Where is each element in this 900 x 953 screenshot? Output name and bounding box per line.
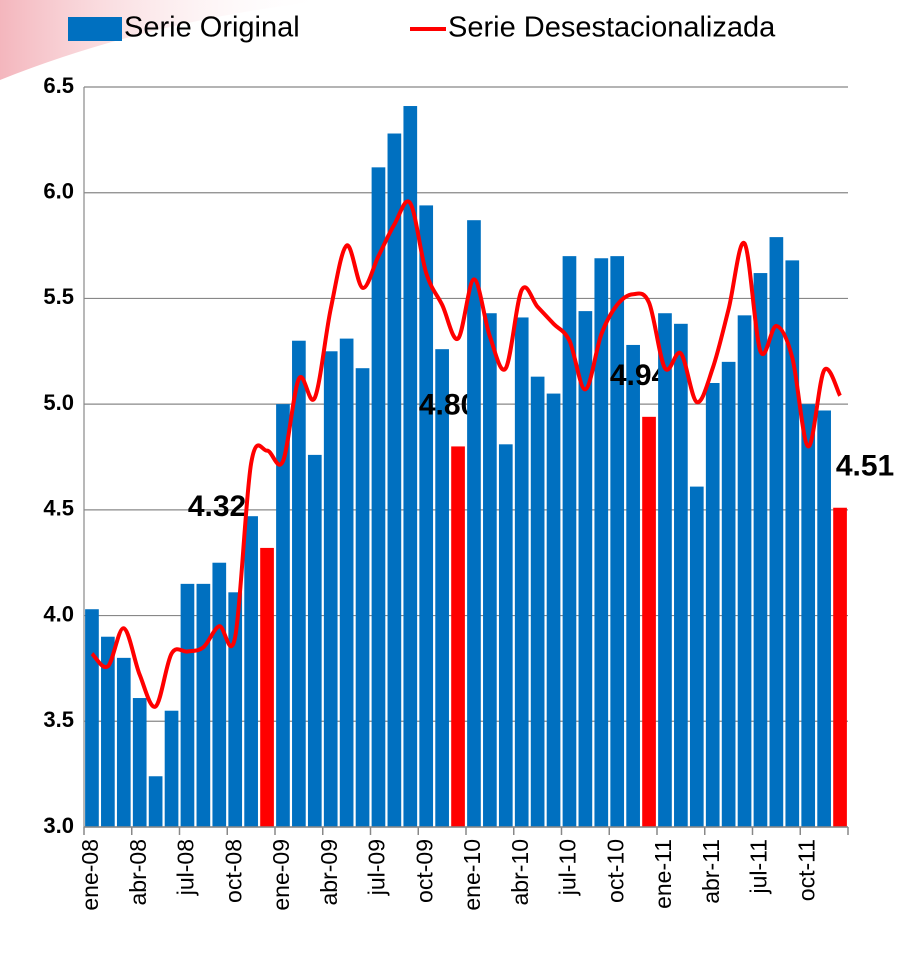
bar: [212, 562, 227, 827]
bar: [435, 349, 449, 827]
bar: [339, 338, 354, 827]
bar: [658, 313, 672, 827]
x-tick-label: jul-08: [173, 839, 199, 896]
bar: [705, 383, 720, 827]
legend-label: Serie Desestacionalizada: [448, 12, 776, 44]
bar: [578, 311, 593, 828]
y-tick-label: 4.0: [43, 601, 74, 626]
x-tick-label: ene-09: [268, 839, 294, 911]
bar: [530, 376, 545, 827]
y-tick-label: 6.5: [43, 73, 74, 98]
bar: [307, 454, 322, 827]
bar: [817, 410, 831, 827]
x-tick-label: oct-10: [602, 839, 628, 903]
bar: [228, 592, 243, 827]
bar: [594, 258, 609, 827]
y-tick-label: 5.0: [43, 390, 74, 415]
bar: [260, 547, 274, 827]
bar: [483, 313, 497, 827]
x-tick-label: oct-09: [411, 839, 437, 903]
x-tick-label: abr-11: [698, 839, 724, 904]
bar: [387, 133, 402, 827]
x-tick-label: oct-11: [793, 839, 819, 901]
y-tick-label: 6.0: [43, 179, 74, 204]
bar: [116, 657, 131, 827]
legend-label: Serie Original: [124, 12, 300, 44]
y-tick-label: 3.0: [43, 813, 74, 838]
legend-swatch: [68, 17, 122, 41]
bar: [355, 368, 370, 827]
x-tick-label: jul-09: [364, 839, 390, 896]
bar: [467, 220, 481, 827]
x-tick-label: ene-11: [650, 839, 676, 909]
bar: [785, 260, 800, 827]
bar: [164, 710, 179, 827]
bar: [753, 273, 768, 827]
bar: [514, 317, 529, 827]
bar: [546, 393, 561, 827]
bar: [626, 344, 640, 827]
x-tick-label: jul-10: [555, 839, 581, 896]
bar: [244, 516, 258, 827]
x-tick-label: ene-10: [459, 839, 485, 911]
bar: [833, 507, 847, 827]
bar: [689, 486, 704, 827]
data-label: 4.32: [188, 490, 246, 523]
bar: [85, 609, 99, 827]
x-tick-label: oct-08: [220, 839, 246, 903]
x-tick-label: jul-11: [746, 839, 772, 895]
bar: [276, 404, 290, 827]
bar: [180, 583, 195, 827]
line: [90, 199, 842, 709]
y-tick-label: 3.5: [43, 707, 74, 732]
bar: [498, 444, 513, 827]
bar: [196, 583, 211, 827]
bar: [371, 167, 386, 828]
bar: [323, 351, 338, 827]
y-tick-label: 5.5: [43, 284, 74, 309]
bar: [403, 106, 418, 828]
bar: [292, 340, 306, 827]
bar: [610, 256, 625, 828]
bar: [148, 776, 163, 827]
bar: [737, 315, 752, 827]
bar: [419, 205, 434, 827]
bar: [801, 404, 816, 827]
bar: [769, 237, 784, 828]
y-tick-label: 4.5: [43, 496, 74, 521]
data-label: 4.51: [836, 450, 894, 483]
bar: [101, 636, 115, 827]
x-tick-label: ene-08: [77, 839, 103, 911]
bar: [451, 446, 465, 827]
bar: [132, 698, 147, 827]
bar: [562, 256, 577, 828]
x-tick-label: abr-09: [316, 839, 342, 905]
bar: [642, 416, 656, 827]
x-tick-label: abr-08: [125, 839, 151, 905]
x-tick-label: abr-10: [507, 839, 533, 905]
bar: [721, 361, 736, 827]
bar: [674, 323, 688, 827]
